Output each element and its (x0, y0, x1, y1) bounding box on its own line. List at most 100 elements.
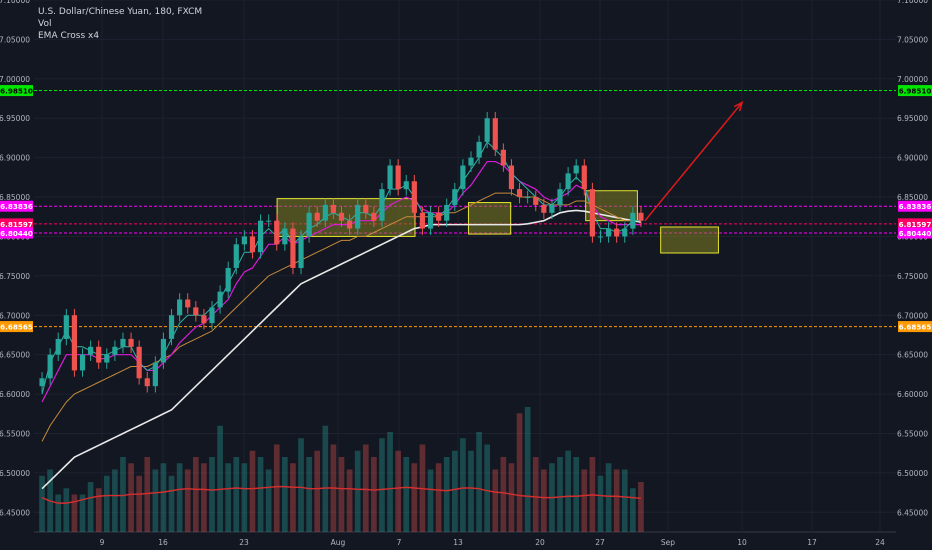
volume-bar (209, 457, 215, 532)
volume-bar (314, 450, 321, 532)
price-label-left: 6.98510 (0, 87, 33, 96)
candle-body (500, 149, 506, 166)
x-tick-label: 27 (595, 538, 605, 547)
candle-body (444, 204, 450, 221)
volume-bar (201, 463, 207, 532)
volume-bar (492, 469, 499, 532)
candle-body (152, 362, 158, 387)
y-tick-label-left: 6.70000 (0, 311, 30, 320)
volume-bar (112, 469, 118, 532)
candle-body (274, 220, 280, 245)
volume-bar (468, 450, 474, 532)
y-tick-label-right: 6.65000 (897, 351, 928, 360)
candle-body (597, 236, 604, 238)
candle-body (185, 299, 191, 308)
y-tick-label-left: 6.55000 (0, 429, 30, 438)
candle-body (88, 346, 94, 355)
candle-body (468, 157, 474, 166)
volume-bar (403, 457, 410, 532)
y-tick-label-right: 7.05000 (897, 35, 928, 44)
candle-body (314, 212, 320, 221)
y-tick-label-left: 6.75000 (0, 272, 30, 281)
candle-body (419, 212, 426, 229)
candle-body (233, 244, 239, 268)
candle-body (79, 354, 86, 371)
y-tick-label-right: 6.70000 (897, 311, 928, 320)
volume-bar (338, 457, 345, 532)
y-tick-label-right: 6.95000 (897, 114, 928, 123)
candle-body (533, 197, 539, 205)
candle-body (298, 236, 304, 268)
volume-bar (290, 463, 296, 532)
price-label-right-bg (898, 200, 932, 212)
candle-body (557, 189, 563, 205)
price-label-right-bg (898, 227, 932, 239)
volume-bar (395, 450, 401, 532)
zone-box (276, 198, 416, 237)
candle-body (614, 228, 620, 237)
price-label-right: 6.83836 (899, 202, 932, 211)
volume-bar (443, 457, 450, 532)
y-tick-label-left: 6.85000 (0, 193, 30, 202)
candle-body (484, 118, 490, 142)
volume-bar (55, 494, 62, 532)
volume-bar (103, 475, 110, 532)
candle-body (217, 291, 223, 308)
ema-slow-line (41, 192, 641, 442)
volume-bar (144, 457, 151, 532)
volume-bar (225, 463, 232, 532)
price-label-left: 6.81597 (0, 220, 33, 229)
volume-bar (638, 482, 644, 532)
volume-bar (257, 457, 264, 532)
candle-body (104, 354, 110, 363)
candles (39, 111, 644, 393)
candle-body (355, 204, 361, 229)
volume-bar (460, 438, 466, 532)
price-label-right-bg (898, 321, 932, 333)
price-label-left-bg (0, 321, 33, 333)
candle-body (55, 338, 61, 355)
price-label-right: 6.80440 (899, 229, 932, 238)
volume-bar (581, 469, 588, 532)
candle-body (516, 189, 523, 198)
candle-body (144, 378, 150, 387)
volume-bar (557, 457, 563, 532)
candle-body (508, 165, 515, 190)
volume-bar (387, 432, 393, 532)
candle-body (565, 173, 571, 190)
candle-body (638, 212, 644, 221)
trend-arrow-line (644, 101, 743, 222)
volume-bar (524, 407, 531, 532)
candle-body (128, 338, 134, 347)
y-tick-label-left: 7.05000 (0, 35, 30, 44)
volume-bar (249, 450, 256, 532)
volume-bar (136, 475, 142, 532)
candle-body (201, 315, 207, 324)
volume-bar (176, 463, 183, 532)
candle-body (436, 212, 442, 221)
chart-legend: U.S. Dollar/Chinese Yuan, 180, FXCM Vol … (38, 6, 202, 42)
price-label-left-bg (0, 227, 33, 239)
candle-body (403, 181, 409, 190)
volume-bar (621, 469, 628, 532)
y-tick-label-left: 6.90000 (0, 154, 30, 163)
chart-title: U.S. Dollar/Chinese Yuan, 180, FXCM (38, 7, 203, 17)
candle-body (452, 189, 458, 205)
candle-body (330, 204, 336, 213)
volume-bar (71, 494, 78, 532)
x-tick-label: Aug (331, 538, 346, 547)
candle-body (363, 204, 369, 213)
volume-bar (346, 469, 353, 532)
volume-bar (573, 457, 580, 532)
candle-body (347, 220, 353, 229)
volume-bar (508, 463, 515, 532)
volume-bar (298, 438, 304, 532)
candle-body (112, 346, 118, 355)
volume-bar (354, 450, 361, 532)
candle-body (63, 315, 69, 339)
volume-bar (282, 457, 288, 532)
candle-body (177, 299, 183, 316)
legend-ema-cross: EMA Cross x4 (38, 31, 100, 41)
candle-body (387, 165, 393, 190)
